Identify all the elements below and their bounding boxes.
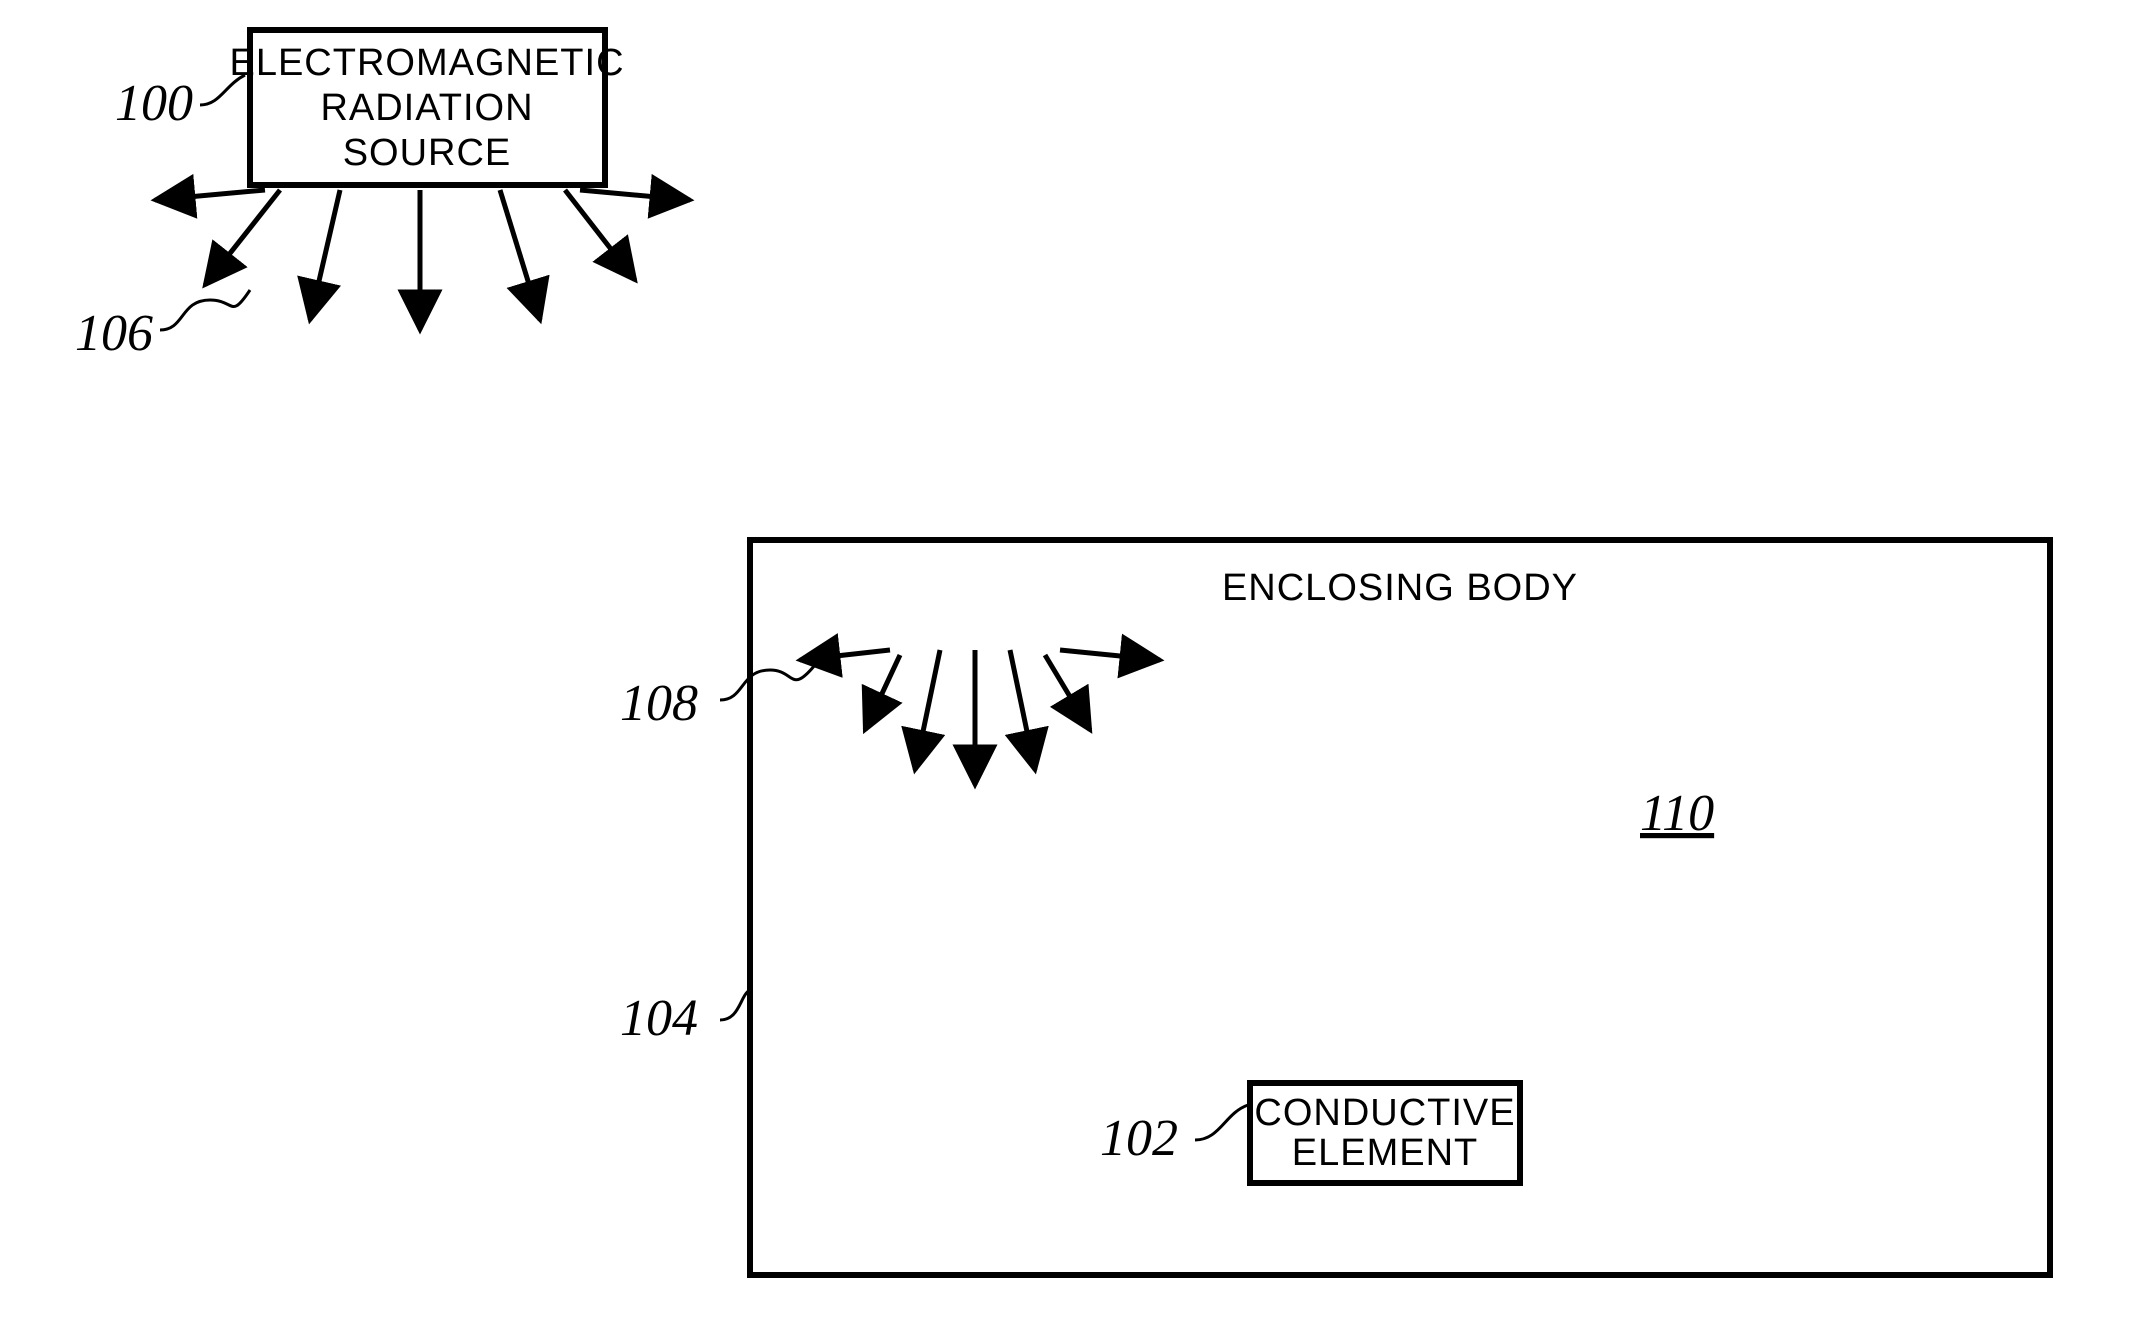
reference-numbers: 100 106 108 104 102 110 <box>75 75 1714 1167</box>
lead-104 <box>720 990 750 1020</box>
radiation-arrows-top <box>155 190 690 330</box>
radiation-arrow <box>1060 650 1160 660</box>
radiation-arrow <box>915 650 940 770</box>
patent-diagram: ELECTROMAGNETIC RADIATION SOURCE ENCLOSI… <box>0 0 2136 1322</box>
radiation-arrow <box>205 190 280 285</box>
ref-104: 104 <box>620 990 698 1047</box>
ref-110: 110 <box>1640 785 1714 842</box>
radiation-arrow <box>1045 655 1090 730</box>
ref-106: 106 <box>75 305 153 362</box>
lead-102 <box>1195 1105 1248 1140</box>
radiation-arrow <box>580 190 690 200</box>
ref-108: 108 <box>620 675 698 732</box>
radiation-arrow <box>800 650 890 660</box>
source-box: ELECTROMAGNETIC RADIATION SOURCE <box>229 30 624 185</box>
enclosing-body-title: ENCLOSING BODY <box>1222 567 1578 609</box>
radiation-arrow <box>155 190 265 200</box>
lead-108 <box>720 665 815 700</box>
radiation-arrow <box>565 190 635 280</box>
radiation-arrow <box>865 655 900 730</box>
lead-100 <box>200 75 245 105</box>
radiation-arrow <box>1010 650 1035 770</box>
conductive-element-line1: CONDUCTIVE <box>1254 1092 1515 1134</box>
source-box-line1: ELECTROMAGNETIC <box>229 42 624 84</box>
source-box-line3: SOURCE <box>343 132 512 174</box>
lead-106 <box>160 290 250 330</box>
radiation-arrow <box>500 190 540 320</box>
radiation-arrow <box>310 190 340 320</box>
radiation-arrows-inner <box>800 650 1160 785</box>
source-box-line2: RADIATION <box>320 87 533 129</box>
ref-100: 100 <box>115 75 193 132</box>
ref-102: 102 <box>1100 1110 1178 1167</box>
conductive-element-box: CONDUCTIVE ELEMENT <box>1250 1083 1520 1183</box>
conductive-element-line2: ELEMENT <box>1292 1132 1478 1174</box>
